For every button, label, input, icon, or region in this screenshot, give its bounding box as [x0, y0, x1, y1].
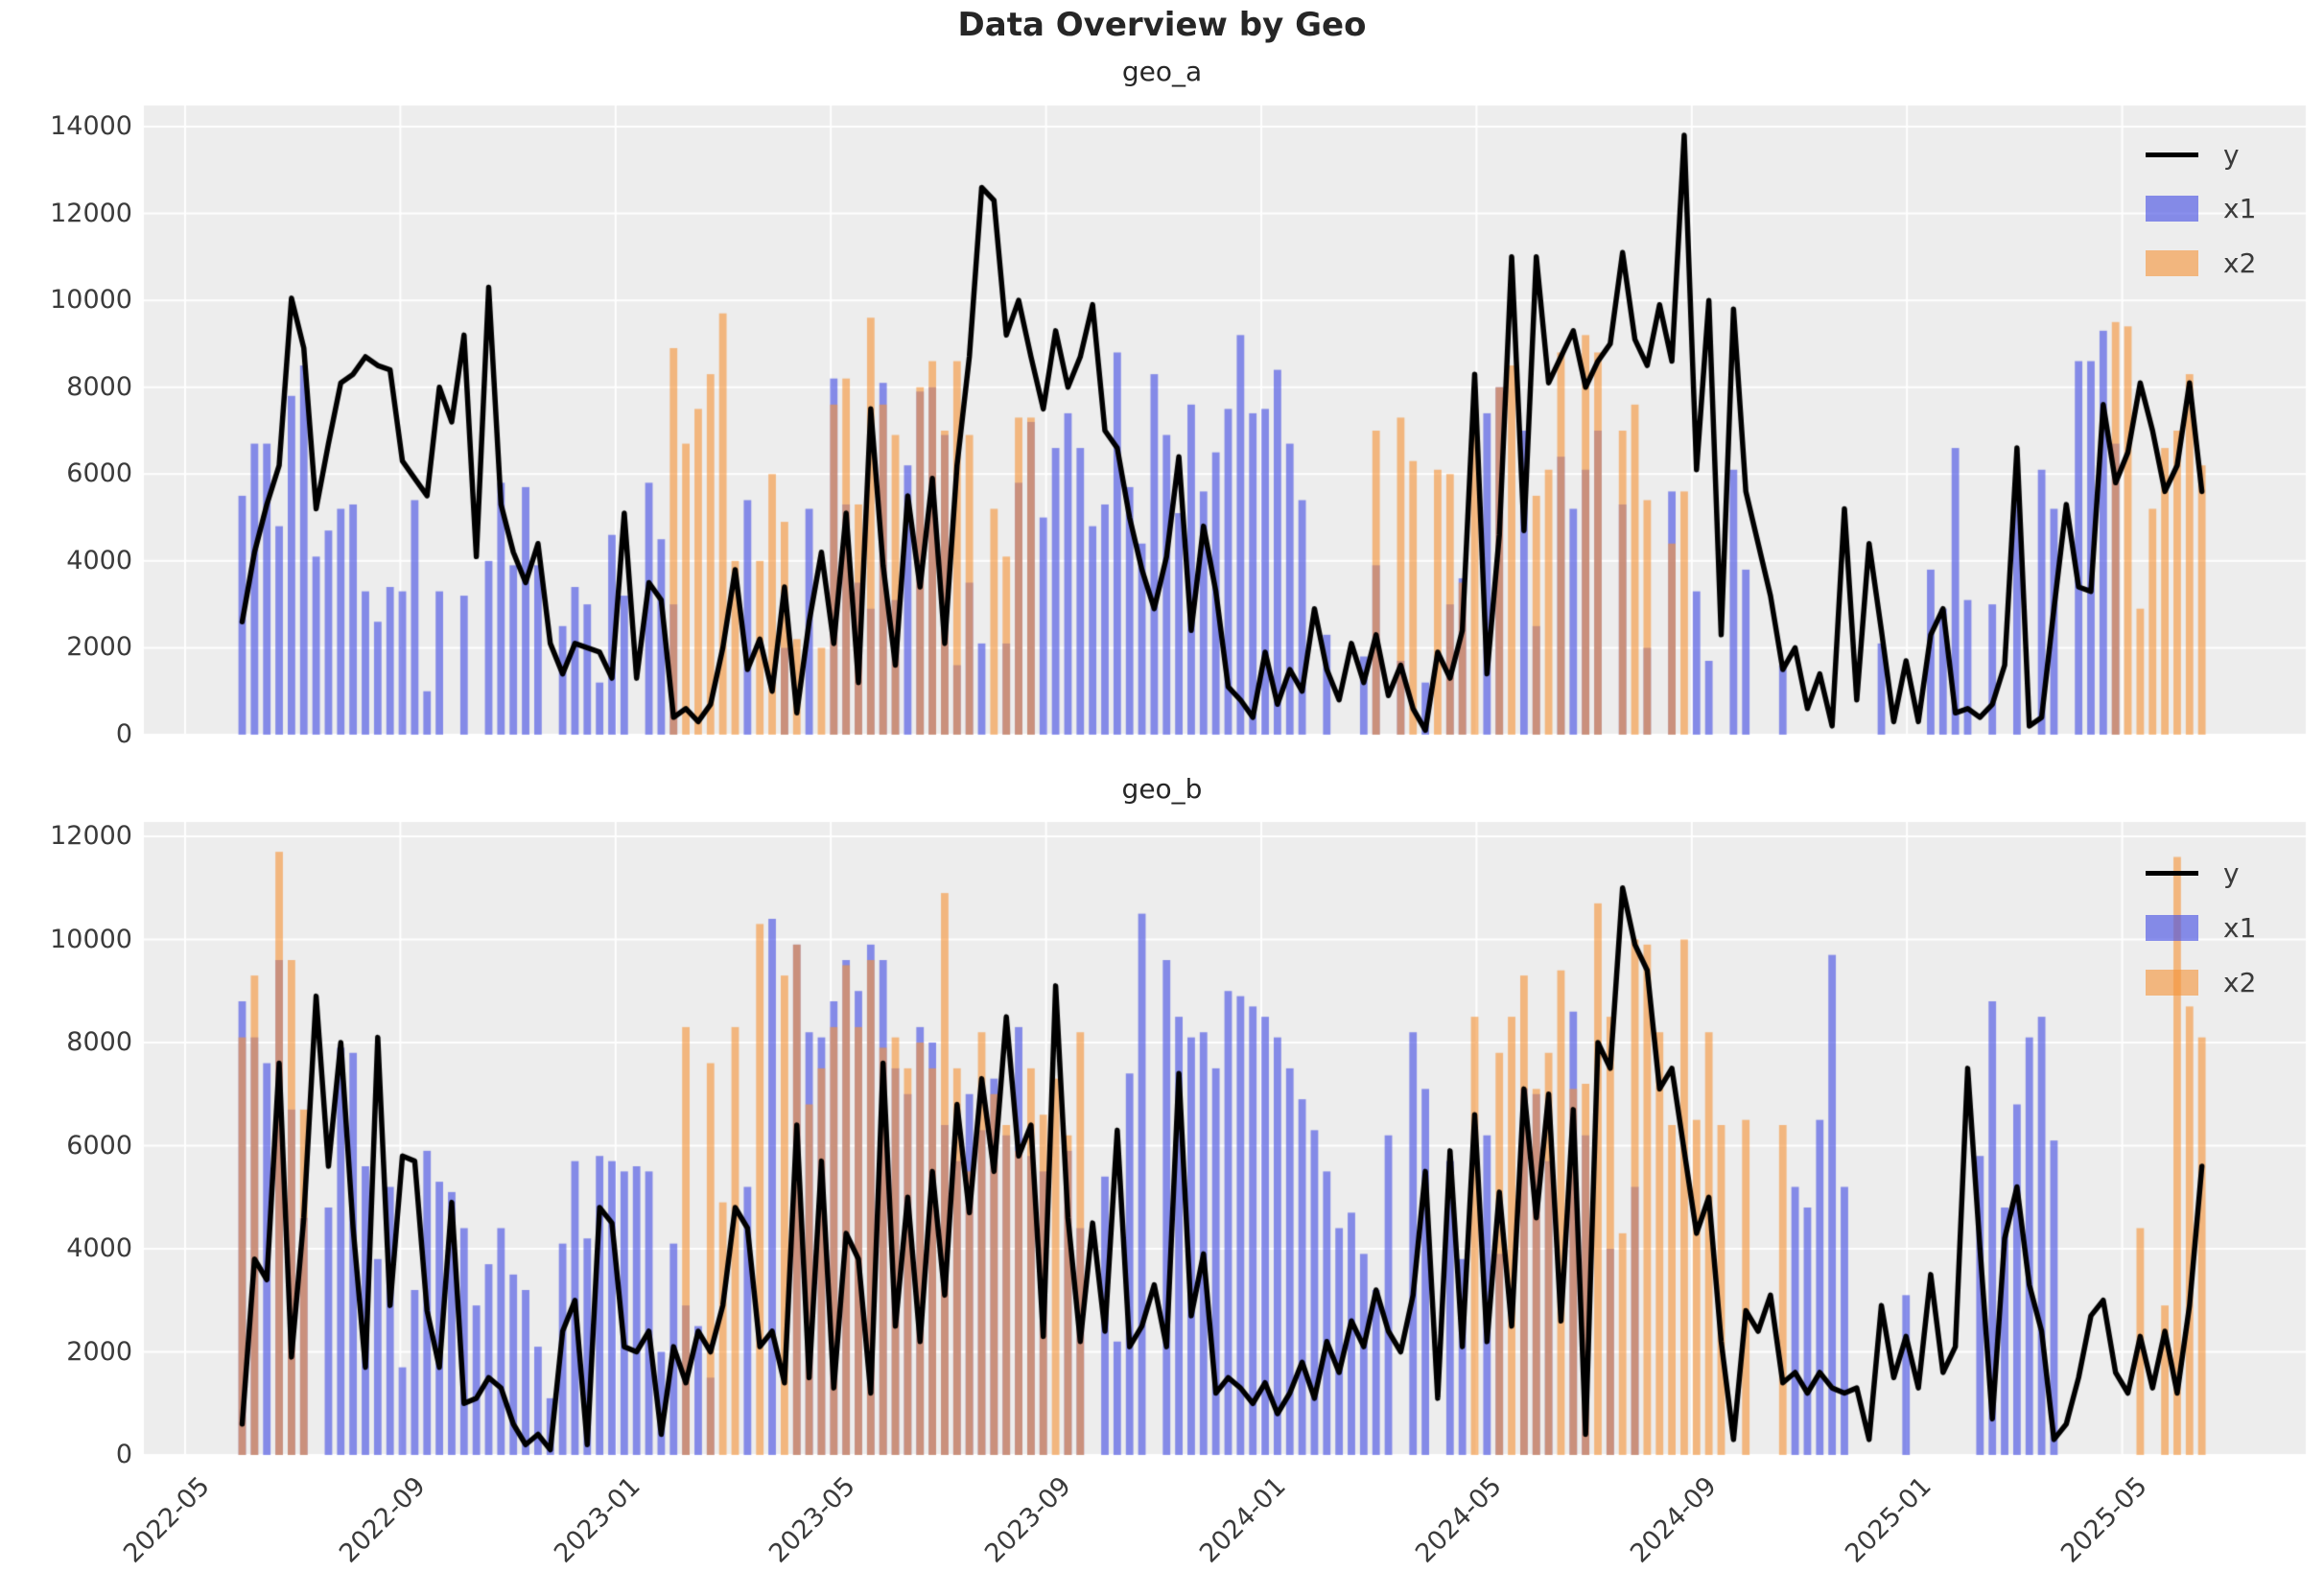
bar-swatch-x2 [2146, 249, 2198, 276]
y-tick-label: 8000 [66, 371, 132, 402]
line-swatch [2146, 152, 2198, 157]
y-tick-label: 4000 [66, 1233, 132, 1263]
y-tick-label: 6000 [66, 1130, 132, 1161]
y-tick-label: 12000 [50, 198, 132, 228]
legend-entry-x2: x2 [2146, 246, 2256, 279]
legend-entry-x2: x2 [2146, 966, 2256, 998]
panel-title-geo-b: geo_b [1121, 773, 1203, 805]
y-tick-label: 0 [115, 1440, 132, 1469]
y-tick-label: 0 [115, 719, 132, 749]
legend-label-x2: x2 [2223, 966, 2257, 998]
y-tick-label: 8000 [66, 1027, 132, 1057]
bar-swatch-x1 [2146, 914, 2198, 941]
y-tick-label: 14000 [50, 111, 132, 141]
line-swatch [2146, 870, 2198, 876]
legend-label-y: y [2223, 856, 2240, 889]
y-tick-label: 4000 [66, 545, 132, 575]
y-tick-label: 12000 [50, 821, 132, 851]
panel-title-geo-a: geo_a [1121, 56, 1203, 87]
chart-title: Data Overview by Geo [957, 6, 1367, 44]
bar-swatch-x2 [2146, 969, 2198, 996]
y-tick-label: 6000 [66, 458, 132, 489]
y-tick-label: 10000 [50, 924, 132, 954]
legend-entry-y: y [2146, 856, 2240, 889]
legend-entry-y: y [2146, 138, 2240, 171]
legend-entry-x1: x1 [2146, 911, 2256, 944]
legend-entry-x1: x1 [2146, 192, 2256, 224]
bar-swatch-x1 [2146, 195, 2198, 222]
legend-label-x2: x2 [2223, 246, 2257, 279]
y-tick-label: 2000 [66, 1336, 132, 1367]
legend-label-x1: x1 [2223, 911, 2257, 944]
legend-label-x1: x1 [2223, 192, 2257, 224]
legend-label-y: y [2223, 138, 2240, 171]
y-tick-label: 10000 [50, 285, 132, 316]
y-tick-label: 2000 [66, 632, 132, 663]
